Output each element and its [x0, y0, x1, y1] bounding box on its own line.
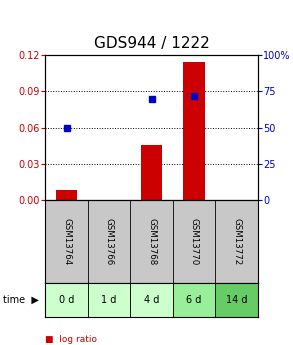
Bar: [56, 190, 77, 200]
Text: ■  log ratio: ■ log ratio: [45, 335, 97, 344]
Text: GSM13764: GSM13764: [62, 218, 71, 265]
Text: GSM13772: GSM13772: [232, 218, 241, 265]
Text: time  ▶: time ▶: [3, 295, 39, 305]
Text: 6 d: 6 d: [186, 295, 202, 305]
Bar: [173, 283, 215, 317]
Bar: [88, 283, 130, 317]
Text: 4 d: 4 d: [144, 295, 159, 305]
Bar: [141, 145, 162, 200]
Bar: [183, 62, 205, 200]
Bar: [45, 283, 88, 317]
Text: GSM13770: GSM13770: [190, 218, 199, 265]
Text: 0 d: 0 d: [59, 295, 74, 305]
Text: 14 d: 14 d: [226, 295, 247, 305]
Bar: [130, 283, 173, 317]
Text: 1 d: 1 d: [101, 295, 117, 305]
Title: GDS944 / 1222: GDS944 / 1222: [94, 36, 209, 51]
Bar: [215, 283, 258, 317]
Text: GSM13768: GSM13768: [147, 218, 156, 265]
Text: GSM13766: GSM13766: [105, 218, 114, 265]
